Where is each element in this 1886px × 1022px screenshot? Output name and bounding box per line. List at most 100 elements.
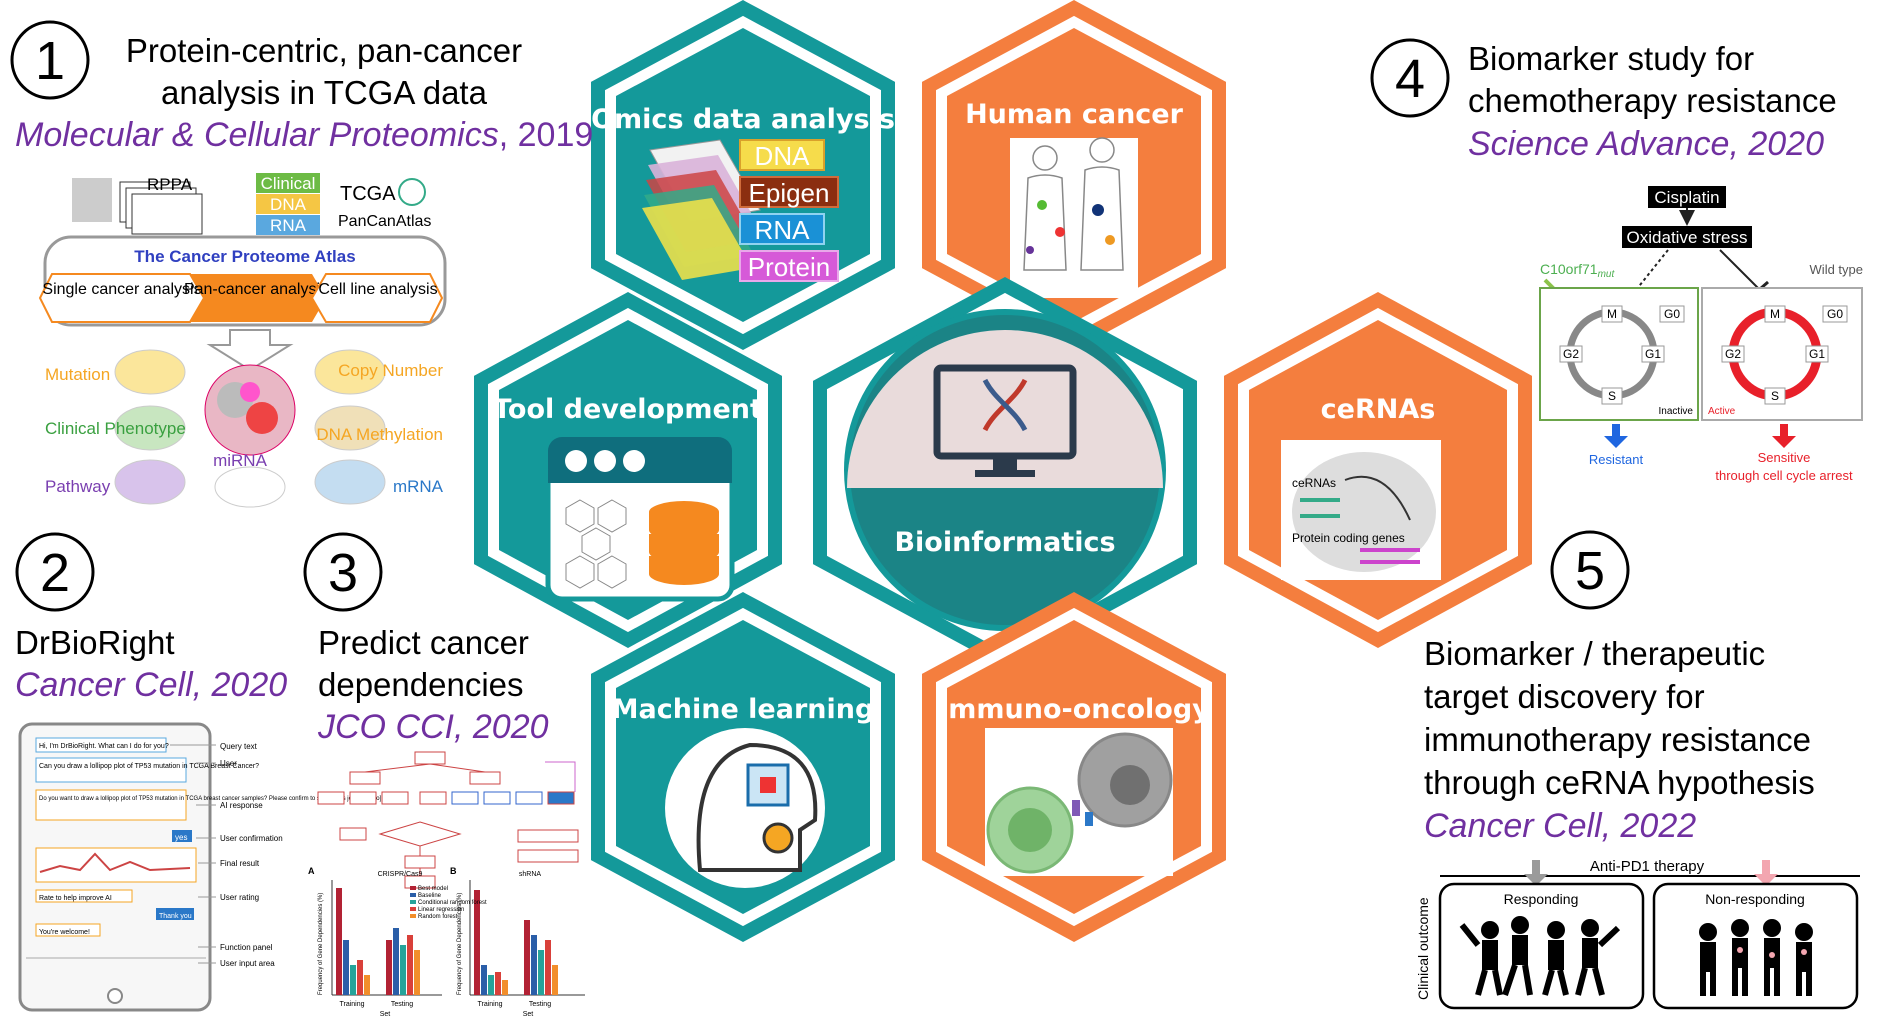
hex-human-cancer: Human cancer <box>922 0 1226 350</box>
label-dna-methylation: DNA Methylation <box>316 425 443 444</box>
globe-icon <box>398 178 426 206</box>
window-dot-icon <box>565 450 587 472</box>
tcga-label: TCGA <box>340 183 396 205</box>
label-pathway: Pathway <box>45 477 111 496</box>
hex-omics: Omics data analysis DNA Epigen RNA Prote… <box>591 0 895 350</box>
annot-confirm: User confirmation <box>220 834 283 843</box>
panel-a-title: CRISPR/Cas9 <box>378 871 423 878</box>
xlabel-b: Set <box>523 1011 534 1018</box>
annot-input: User input area <box>220 959 275 968</box>
bar-chart-a: A CRISPR/Cas9 Training Testing Set Frequ… <box>308 866 442 1018</box>
annot-function: Function panel <box>220 943 273 952</box>
study-1-title-1: Protein-centric, pan-cancer <box>126 32 522 69</box>
hex-tool-development: Tool development <box>474 292 782 648</box>
study-3-journal: JCO CCI, 2020 <box>317 708 549 746</box>
svg-text:Conditional random forest: Conditional random forest <box>418 900 487 906</box>
bar-chart-b: B shRNA Training Testing Set Frequency o… <box>450 866 585 1018</box>
clinical-chip: Clinical <box>261 174 316 193</box>
hex-center: Bioinformatics <box>813 277 1197 668</box>
study-1-title-2: analysis in TCGA data <box>161 74 488 111</box>
panel-a-label: A <box>308 866 315 876</box>
group-test-b: Testing <box>529 1001 551 1008</box>
ai-head-icon <box>665 728 825 888</box>
annot-final: Final result <box>220 859 260 868</box>
chat-6: Thank you <box>159 913 192 920</box>
svg-text:G1: G1 <box>1809 347 1825 361</box>
tcpa-title: The Cancer Proteome Atlas <box>134 247 355 266</box>
svg-text:G1: G1 <box>1645 347 1661 361</box>
tab-cell-line[interactable] <box>310 273 444 323</box>
center-label: Bioinformatics <box>894 527 1115 558</box>
svg-text:M: M <box>1607 307 1617 321</box>
oxidative-label: Oxidative stress <box>1627 228 1748 247</box>
hex-immuno-oncology: Immuno-oncology <box>922 592 1226 942</box>
study-3-title-1: Predict cancer <box>318 624 529 661</box>
pancan-label: PanCanAtlas <box>338 213 431 230</box>
hex-immuno-title: Immuno-oncology <box>938 694 1210 725</box>
group-train-b: Training <box>477 1001 502 1008</box>
study-3-number: 3 <box>328 543 358 603</box>
study-5-title-2: target discovery for <box>1424 678 1705 715</box>
label-mrna: mRNA <box>393 477 444 496</box>
study-1: 1 Protein-centric, pan-cancer analysis i… <box>10 20 593 508</box>
study-2-title: DrBioRight <box>15 624 175 661</box>
tab-single-text: Single cancer analysis <box>42 281 201 298</box>
rppa-label: RPPA <box>147 175 193 194</box>
study-5-title-1: Biomarker / therapeutic <box>1424 635 1765 672</box>
study-5-title-4: through ceRNA hypothesis <box>1424 764 1815 801</box>
svg-text:Linear regression: Linear regression <box>418 907 464 913</box>
study-1-number: 1 <box>35 31 65 91</box>
study-5: 5 Biomarker / therapeutic target discove… <box>1415 530 1860 1010</box>
study-5-journal: Cancer Cell, 2022 <box>1424 807 1696 845</box>
hex-ml-title: Machine learning <box>612 694 875 725</box>
inactive-label: Inactive <box>1659 406 1694 417</box>
group-train-a: Training <box>339 1001 364 1008</box>
hex-cerna: ceRNAs ceRNAs Protein coding genes <box>1224 292 1532 648</box>
hex-omics-title: Omics data analysis <box>591 104 895 135</box>
body-outline-figure <box>1023 137 1124 271</box>
hex-tool-title: Tool development <box>493 394 763 425</box>
omics-rna: RNA <box>755 215 811 245</box>
omics-protein: Protein <box>748 252 830 282</box>
omics-layer-stack <box>642 139 761 280</box>
bar-legend: Best model Baseline Conditional random f… <box>410 886 487 920</box>
svg-text:G0: G0 <box>1827 307 1843 321</box>
chat-3: Do you want to draw a lollipop plot of T… <box>39 796 382 802</box>
study-1-journal: Molecular & Cellular Proteomics, 2019 <box>15 116 593 154</box>
arrow-red-icon <box>1772 424 1796 448</box>
chat-1: Hi, I'm DrBioRight. What can I do for yo… <box>39 743 169 750</box>
xlabel-a: Set <box>380 1011 391 1018</box>
svg-text:G0: G0 <box>1664 307 1680 321</box>
study-4-title-2: chemotherapy resistance <box>1468 82 1837 119</box>
study-2-journal: Cancer Cell, 2020 <box>15 666 287 704</box>
resistant-label: Resistant <box>1589 452 1644 467</box>
annot-ai: AI response <box>220 801 263 810</box>
study-3: 3 Predict cancer dependencies JCO CCI, 2… <box>303 532 585 1018</box>
panel-b-label: B <box>450 866 457 876</box>
group-test-a: Testing <box>391 1001 413 1008</box>
tab-pan-cancer[interactable] <box>190 274 326 322</box>
ylabel-b: Frequency of Gene Dependencies (%) <box>457 893 463 995</box>
arrest-label: through cell cycle arrest <box>1715 468 1853 483</box>
study-4-journal: Science Advance, 2020 <box>1468 125 1824 163</box>
annot-rating: User rating <box>220 893 259 902</box>
arrow-grey-icon <box>1524 860 1548 886</box>
study-5-title-3: immunotherapy resistance <box>1424 721 1811 758</box>
svg-text:Single cancer analysis: Single cancer analysis <box>42 281 201 298</box>
window-dot-icon <box>594 450 616 472</box>
chat-2: Can you draw a lollipop plot of TP53 mut… <box>39 763 259 770</box>
responding-label: Responding <box>1504 891 1579 907</box>
label-clinical: Clinical Phenotype <box>45 419 186 438</box>
window-dot-icon <box>623 450 645 472</box>
study-4: 4 Biomarker study for chemotherapy resis… <box>1370 38 1863 483</box>
nonresponding-label: Non-responding <box>1705 891 1805 907</box>
omics-dna: DNA <box>755 141 811 171</box>
tab-cell-text: Cell line analysis <box>318 281 437 298</box>
label-copy-number: Copy Number <box>338 361 443 380</box>
hex-machine-learning: Machine learning <box>591 592 895 942</box>
svg-text:M: M <box>1770 307 1780 321</box>
sensitive-label: Sensitive <box>1758 450 1811 465</box>
omics-epigen: Epigen <box>749 178 830 208</box>
svg-text:Random forest: Random forest <box>418 914 458 920</box>
study-2: 2 DrBioRight Cancer Cell, 2020 Hi, I'm D… <box>15 532 382 1012</box>
